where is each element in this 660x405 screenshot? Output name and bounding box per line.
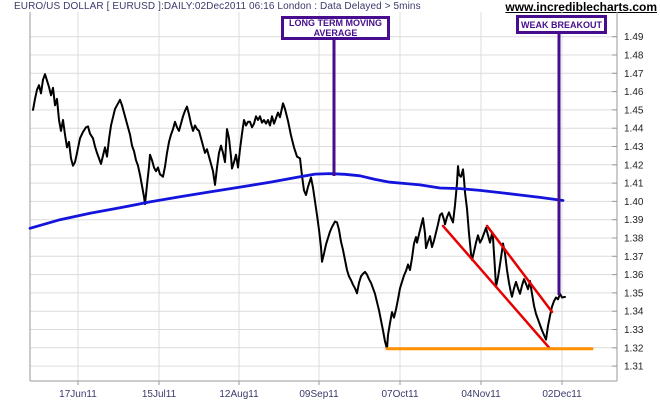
y-axis-label: 1.31 [624, 362, 644, 373]
x-axis-label: 09Sep11 [299, 389, 339, 400]
y-axis-label: 1.36 [624, 270, 644, 281]
trendline-upper[interactable] [485, 224, 554, 314]
x-axis-label: 12Aug11 [219, 389, 259, 400]
y-axis-label: 1.33 [624, 325, 644, 336]
y-axis-label: 1.46 [624, 87, 644, 98]
y-axis-label: 1.44 [624, 124, 644, 135]
x-axis-label: 02Dec11 [542, 389, 582, 400]
y-axis-label: 1.32 [624, 343, 644, 354]
y-axis-label: 1.38 [624, 234, 644, 245]
y-axis-label: 1.40 [624, 197, 644, 208]
annotation-weak-breakout[interactable]: WEAK BREAKOUT [516, 15, 607, 34]
y-axis-label: 1.43 [624, 142, 644, 153]
price-line [32, 73, 566, 350]
y-axis-label: 1.48 [624, 51, 644, 62]
x-axis-label: 04Nov11 [461, 389, 501, 400]
y-axis-label: 1.49 [624, 32, 644, 43]
annotation-weak-breakout-label: WEAK BREAKOUT [521, 19, 602, 30]
y-axis-label: 1.42 [624, 160, 644, 171]
moving-average-line [28, 172, 565, 230]
x-axis-label: 15Jul11 [142, 389, 177, 400]
y-axis-label: 1.34 [624, 307, 644, 318]
annotation-long-term-ma[interactable]: LONG TERM MOVING AVERAGE [281, 16, 390, 40]
y-axis-label: 1.37 [624, 252, 644, 263]
trendline-lower[interactable] [441, 224, 552, 350]
site-logo-link[interactable]: www.incrediblecharts.com [505, 0, 657, 14]
y-axis-label: 1.41 [624, 179, 644, 190]
x-axis-label: 17Jun11 [59, 389, 97, 400]
y-axis-label: 1.47 [624, 69, 644, 80]
x-axis-label: 07Oct11 [381, 389, 418, 400]
y-axis-label: 1.45 [624, 105, 644, 116]
y-axis-label: 1.35 [624, 288, 644, 299]
annotation-long-term-ma-label: LONG TERM MOVING AVERAGE [289, 18, 382, 38]
chart-title: EURO/US DOLLAR [ EURUSD ]:DAILY:02Dec201… [14, 1, 421, 12]
y-axis-label: 1.39 [624, 215, 644, 226]
